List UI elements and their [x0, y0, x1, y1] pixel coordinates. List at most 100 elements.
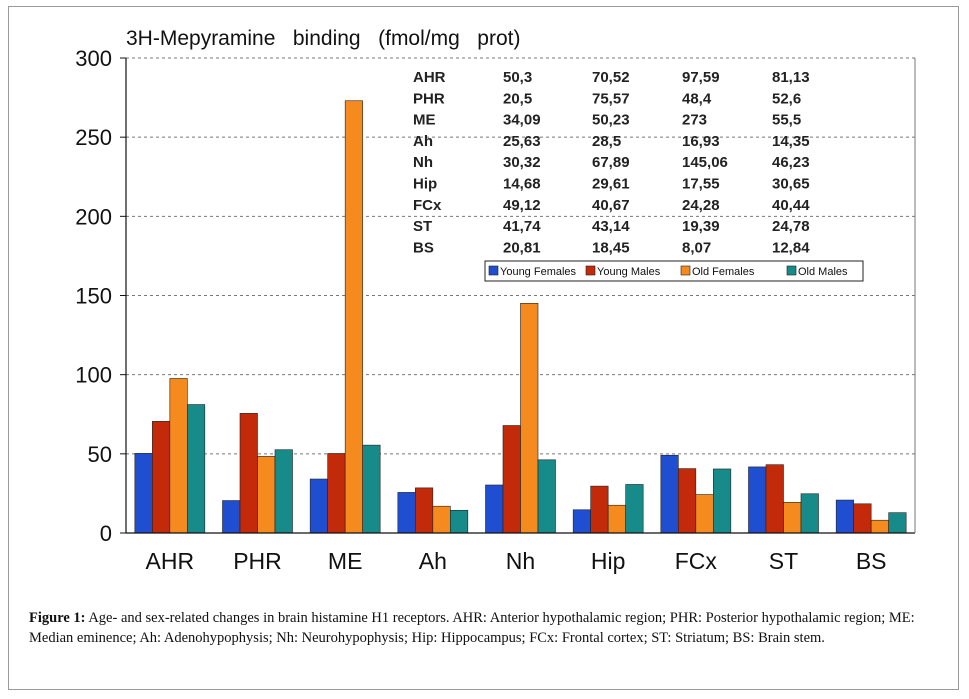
- table-cell: 30,32: [503, 154, 541, 171]
- y-tick-label: 200: [75, 204, 112, 229]
- bar-FCx-1: [678, 468, 697, 534]
- table-cell: 43,14: [592, 218, 630, 235]
- table-row-label: Nh: [413, 154, 433, 171]
- legend-swatch: [680, 265, 691, 276]
- bar-ST-0: [748, 466, 767, 534]
- legend-entry: Young Males: [597, 266, 661, 278]
- bar-Nh-3: [537, 459, 556, 534]
- bar-Hip-0: [572, 509, 591, 534]
- bar-Hip-3: [625, 484, 644, 534]
- x-tick-label: ME: [328, 548, 363, 574]
- table-cell: 28,5: [592, 133, 621, 150]
- bar-BS-3: [888, 512, 907, 534]
- x-tick-label: FCx: [675, 548, 718, 574]
- table-cell: 34,09: [503, 112, 541, 129]
- bar-ME-2: [344, 100, 363, 534]
- table-cell: 25,63: [503, 133, 541, 150]
- table-cell: 24,28: [682, 197, 720, 214]
- legend-swatch: [585, 265, 596, 276]
- bar-AHR-2: [169, 378, 188, 534]
- table-cell: 18,45: [592, 239, 630, 256]
- caption-label: Figure 1:: [29, 610, 86, 626]
- bar-Hip-2: [607, 504, 626, 534]
- table-cell: 49,12: [503, 197, 541, 214]
- legend-entry: Old Males: [798, 266, 848, 278]
- bar-ME-1: [327, 453, 346, 534]
- bar-Hip-1: [590, 485, 609, 534]
- table-cell: 16,93: [682, 133, 720, 150]
- bar-ST-3: [800, 493, 819, 534]
- table-cell: 20,5: [503, 90, 532, 107]
- legend-box: [484, 260, 864, 282]
- table-cell: 70,52: [592, 69, 630, 86]
- legend-swatch: [786, 265, 797, 276]
- bar-FCx-0: [660, 454, 679, 534]
- bar-FCx-3: [713, 468, 732, 534]
- table-row-label: ME: [413, 112, 436, 129]
- table-cell: 41,74: [503, 218, 541, 235]
- figure-frame: 0 50 100 150 200 250 300 AHR PHR ME Ah Nh Hip FCx ST BS…: [8, 6, 959, 690]
- data-table: AHR 50,3 70,52 97,59 81,13 PHR 20,5 75,57 48,4 52…: [413, 69, 810, 256]
- bar-Ah-1: [415, 487, 434, 534]
- table-row-label: Ah: [413, 133, 433, 150]
- table-row-label: PHR: [413, 90, 445, 107]
- y-tick-label: 0: [100, 521, 112, 546]
- table-cell: 8,07: [682, 239, 711, 256]
- x-tick-label: Ah: [419, 548, 447, 574]
- y-tick-label: 250: [75, 125, 112, 150]
- axes: 0 50 100 150 200 250 300 AHR PHR ME Ah Nh Hip FCx ST BS: [75, 46, 916, 574]
- table-cell: 145,06: [682, 154, 728, 171]
- y-tick-label: 100: [75, 363, 112, 388]
- figure-caption: Figure 1: Age- and sex-related changes i…: [29, 608, 959, 648]
- chart-title: 3H-Mepyramine binding (fmol/mg prot): [126, 27, 520, 50]
- table-cell: 81,13: [772, 69, 810, 86]
- table-cell: 40,44: [772, 197, 810, 214]
- bar-PHR-1: [239, 413, 258, 534]
- table-cell: 17,55: [682, 176, 720, 193]
- bar-PHR-0: [222, 500, 241, 534]
- x-tick-label: ST: [769, 548, 798, 574]
- bar-Ah-3: [450, 509, 469, 534]
- legend-swatch: [488, 265, 499, 276]
- table-cell: 46,23: [772, 154, 810, 171]
- x-tick-label: BS: [856, 548, 887, 574]
- table-cell: 273: [682, 112, 707, 129]
- table-cell: 97,59: [682, 69, 720, 86]
- table-cell: 30,65: [772, 176, 810, 193]
- x-tick-label: PHR: [233, 548, 282, 574]
- y-tick-label: 50: [88, 442, 112, 467]
- bar-Nh-2: [520, 303, 539, 534]
- y-tick-label: 150: [75, 284, 112, 309]
- table-cell: 20,81: [503, 239, 541, 256]
- bar-BS-1: [853, 503, 872, 534]
- x-tick-label: Hip: [591, 548, 626, 574]
- table-row-label: BS: [413, 239, 434, 256]
- table-cell: 55,5: [772, 112, 801, 129]
- table-cell: 12,84: [772, 239, 810, 256]
- table-cell: 48,4: [682, 90, 712, 107]
- table-cell: 14,35: [772, 133, 810, 150]
- table-cell: 75,57: [592, 90, 630, 107]
- bar-AHR-3: [187, 404, 206, 534]
- bar-AHR-1: [152, 421, 171, 534]
- bar-FCx-2: [695, 494, 714, 534]
- bar-PHR-2: [257, 456, 276, 534]
- table-cell: 52,6: [772, 90, 801, 107]
- table-cell: 50,23: [592, 112, 630, 129]
- bar-ST-2: [783, 501, 802, 534]
- table-cell: 14,68: [503, 176, 541, 193]
- y-tick-label: 300: [75, 46, 112, 71]
- table-row-label: AHR: [413, 69, 446, 86]
- bar-Ah-0: [397, 492, 416, 534]
- x-tick-label: AHR: [146, 548, 195, 574]
- caption-text: Age- and sex-related changes in brain hi…: [29, 610, 915, 646]
- bar-ME-3: [362, 444, 381, 534]
- bar-PHR-3: [274, 449, 293, 534]
- bar-BS-2: [870, 519, 889, 534]
- bar-chart: 0 50 100 150 200 250 300 AHR PHR ME Ah Nh Hip FCx ST BS…: [75, 27, 916, 574]
- bar-Nh-1: [502, 425, 521, 534]
- bar-BS-0: [835, 499, 854, 534]
- legend-entry: Old Females: [692, 266, 755, 278]
- bar-Ah-2: [432, 505, 451, 534]
- table-row-label: Hip: [413, 176, 437, 193]
